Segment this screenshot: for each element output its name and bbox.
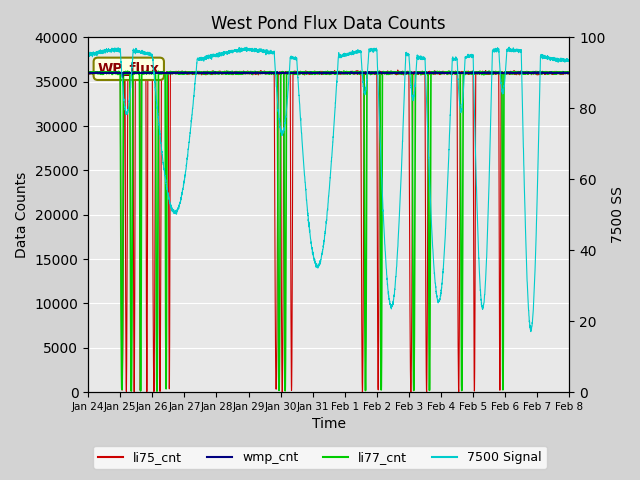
Y-axis label: Data Counts: Data Counts	[15, 172, 29, 258]
X-axis label: Time: Time	[312, 418, 346, 432]
Text: WP_flux: WP_flux	[98, 62, 160, 76]
Title: West Pond Flux Data Counts: West Pond Flux Data Counts	[211, 15, 446, 33]
Legend: li75_cnt, wmp_cnt, li77_cnt, 7500 Signal: li75_cnt, wmp_cnt, li77_cnt, 7500 Signal	[93, 446, 547, 469]
Y-axis label: 7500 SS: 7500 SS	[611, 186, 625, 243]
